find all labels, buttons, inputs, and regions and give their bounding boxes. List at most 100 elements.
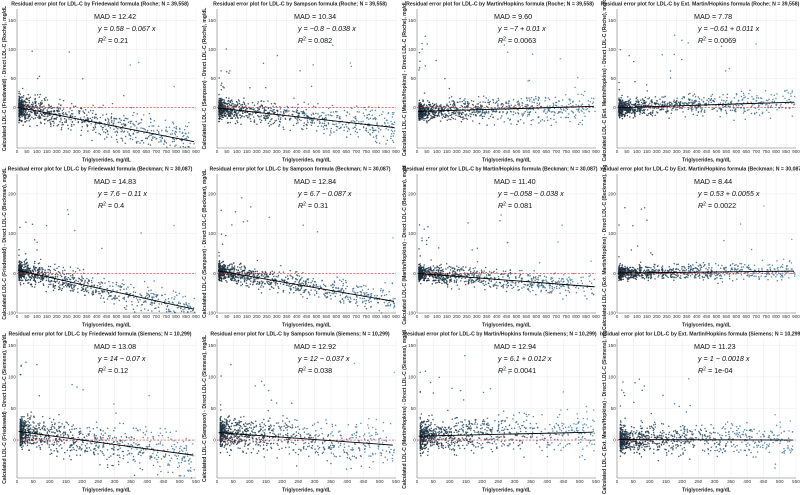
data-point bbox=[383, 121, 386, 124]
data-point bbox=[104, 132, 107, 134]
data-point bbox=[724, 101, 727, 103]
data-point bbox=[34, 117, 37, 119]
data-point bbox=[130, 283, 132, 286]
data-point bbox=[568, 98, 570, 100]
data-point bbox=[92, 290, 94, 292]
data-point bbox=[486, 124, 488, 126]
data-point bbox=[298, 112, 300, 115]
data-point bbox=[623, 115, 626, 118]
data-point bbox=[100, 295, 103, 297]
data-point bbox=[438, 111, 440, 114]
data-point bbox=[139, 298, 141, 301]
data-point bbox=[129, 122, 132, 124]
data-point bbox=[730, 101, 732, 104]
data-point bbox=[169, 133, 172, 135]
data-point bbox=[445, 104, 448, 107]
data-point bbox=[18, 102, 20, 105]
data-point bbox=[187, 132, 190, 134]
data-point bbox=[547, 109, 550, 112]
data-point bbox=[93, 284, 95, 286]
data-point bbox=[451, 100, 453, 102]
data-point bbox=[751, 95, 753, 98]
data-point bbox=[248, 278, 251, 281]
data-point bbox=[219, 113, 222, 116]
data-point bbox=[386, 139, 389, 142]
data-point bbox=[309, 294, 311, 296]
data-point bbox=[532, 108, 535, 111]
data-point bbox=[52, 120, 55, 122]
r-squared-exponent: 2 bbox=[303, 36, 306, 42]
data-point bbox=[27, 105, 29, 108]
x-tick-label: 350 bbox=[283, 149, 291, 154]
data-point bbox=[568, 103, 570, 106]
data-point bbox=[577, 93, 579, 95]
data-point bbox=[590, 97, 593, 99]
x-tick-label: 450 bbox=[503, 149, 511, 154]
data-point bbox=[186, 138, 188, 141]
data-point bbox=[432, 107, 435, 109]
data-point bbox=[46, 115, 48, 118]
r-squared-value: = 0.4 bbox=[106, 201, 124, 210]
data-point bbox=[165, 308, 168, 310]
data-point bbox=[440, 114, 443, 116]
data-point bbox=[392, 237, 394, 239]
data-point bbox=[225, 71, 228, 73]
data-point bbox=[58, 115, 61, 118]
data-point bbox=[656, 102, 658, 104]
data-point bbox=[104, 125, 106, 127]
data-point bbox=[236, 115, 238, 118]
data-point bbox=[693, 93, 696, 95]
data-point bbox=[286, 111, 288, 113]
data-point bbox=[651, 99, 653, 101]
data-point bbox=[43, 276, 45, 279]
data-point bbox=[74, 271, 77, 273]
data-point bbox=[491, 113, 493, 116]
data-point bbox=[744, 110, 746, 113]
data-point bbox=[546, 119, 549, 121]
data-point bbox=[173, 224, 175, 227]
data-point bbox=[282, 128, 285, 131]
data-point bbox=[23, 277, 26, 279]
data-point bbox=[621, 111, 624, 113]
data-point bbox=[689, 98, 691, 101]
x-tick-label: 600 bbox=[532, 149, 540, 154]
data-point bbox=[784, 97, 786, 100]
data-point bbox=[102, 114, 104, 116]
data-point bbox=[719, 115, 721, 118]
data-point bbox=[557, 100, 560, 102]
data-point bbox=[455, 114, 457, 116]
data-point bbox=[619, 107, 621, 110]
data-point bbox=[34, 111, 36, 114]
data-point bbox=[183, 303, 186, 306]
data-point bbox=[187, 136, 190, 138]
data-point bbox=[695, 109, 697, 111]
data-point bbox=[451, 113, 453, 116]
data-point bbox=[219, 111, 221, 113]
data-point bbox=[427, 119, 430, 122]
data-point bbox=[157, 125, 160, 127]
data-point bbox=[748, 108, 750, 111]
data-point bbox=[310, 124, 313, 127]
data-point bbox=[91, 119, 93, 121]
data-point bbox=[420, 113, 422, 115]
x-tick-label: 0 bbox=[16, 314, 19, 319]
data-point bbox=[666, 109, 668, 111]
data-point bbox=[108, 294, 111, 297]
data-point bbox=[18, 267, 21, 270]
data-point bbox=[432, 113, 434, 116]
data-point bbox=[512, 113, 515, 116]
data-point bbox=[564, 116, 567, 119]
data-point bbox=[53, 110, 56, 112]
data-point bbox=[320, 125, 323, 127]
x-tick-label: 850 bbox=[182, 314, 190, 319]
data-point bbox=[370, 300, 372, 303]
data-point bbox=[449, 114, 451, 117]
data-point bbox=[767, 99, 769, 102]
x-tick-label: 550 bbox=[123, 149, 131, 154]
data-point bbox=[95, 131, 97, 134]
data-point bbox=[103, 301, 106, 303]
data-point bbox=[248, 116, 250, 118]
data-point bbox=[264, 86, 267, 89]
data-point bbox=[303, 101, 305, 104]
data-point bbox=[726, 96, 728, 99]
